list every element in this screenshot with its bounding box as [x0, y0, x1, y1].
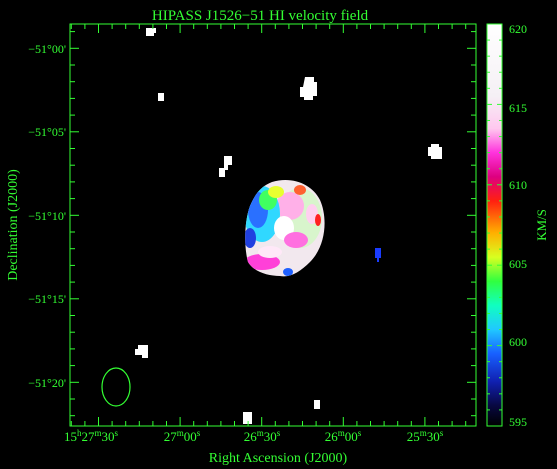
colorbar-tick-label: 615 — [509, 101, 527, 115]
x-tick-label: 26m30s — [244, 428, 281, 444]
colorbar-tick-label: 600 — [509, 335, 527, 349]
colorbar-tick-labels: 620 615 610 605 600 595 — [509, 22, 527, 429]
colorbar-tick-label: 605 — [509, 257, 527, 271]
y-tick-label: −51°00' — [28, 42, 66, 56]
blue-spot — [375, 248, 381, 262]
x-tick-label: 27m00s — [164, 428, 201, 444]
noise-blob — [243, 412, 252, 424]
chart-title: HIPASS J1526−51 HI velocity field — [152, 8, 369, 24]
colorbar-tick-label: 595 — [509, 415, 527, 429]
y-tick-labels: −51°00' −51°05' −51°10' −51°15' −51°20' — [28, 42, 66, 390]
x-tick-label: 15h27m30s — [64, 428, 119, 444]
galaxy-velocity-field — [245, 180, 325, 277]
y-tick-label: −51°20' — [28, 376, 66, 390]
noise-blobs — [135, 28, 442, 424]
x-tick-labels: 15h27m30s 27m00s 26m30s 26m00s 25m30s — [64, 428, 444, 444]
noise-blob — [158, 93, 164, 101]
y-tick-label: −51°05' — [28, 125, 66, 139]
axis-ticks — [70, 24, 476, 426]
noise-blob — [428, 144, 442, 159]
colorbar-tick-label: 620 — [509, 22, 527, 36]
colorbar-label: KM/S — [534, 209, 549, 241]
noise-blob — [300, 77, 317, 100]
x-axis-label: Right Ascension (J2000) — [209, 451, 348, 466]
y-tick-label: −51°15' — [28, 292, 66, 306]
colorbar-tick-label: 610 — [509, 178, 527, 192]
colorbar — [486, 23, 503, 427]
beam-ellipse — [101, 367, 131, 407]
colorbar-ticks — [487, 23, 502, 427]
noise-blob — [135, 345, 148, 358]
x-tick-label: 25m30s — [407, 428, 444, 444]
y-tick-label: −51°10' — [28, 209, 66, 223]
noise-blob — [314, 400, 320, 409]
noise-blob — [146, 28, 156, 36]
y-axis-label: Declination (J2000) — [6, 169, 21, 281]
x-tick-label: 26m00s — [325, 428, 362, 444]
noise-blob — [219, 156, 232, 177]
